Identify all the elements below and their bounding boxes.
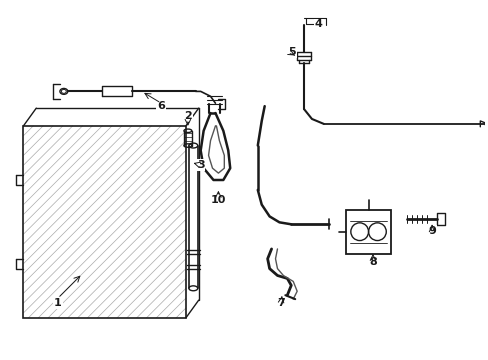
Text: 2: 2 [183, 111, 191, 121]
Text: 7: 7 [277, 298, 285, 308]
Text: 9: 9 [427, 226, 435, 236]
Text: 4: 4 [314, 19, 322, 30]
Text: 5: 5 [288, 47, 295, 57]
Text: 8: 8 [368, 257, 376, 267]
Text: 6: 6 [157, 101, 165, 111]
Text: 3: 3 [197, 160, 204, 170]
Text: 10: 10 [210, 195, 225, 205]
Text: 1: 1 [54, 298, 61, 308]
